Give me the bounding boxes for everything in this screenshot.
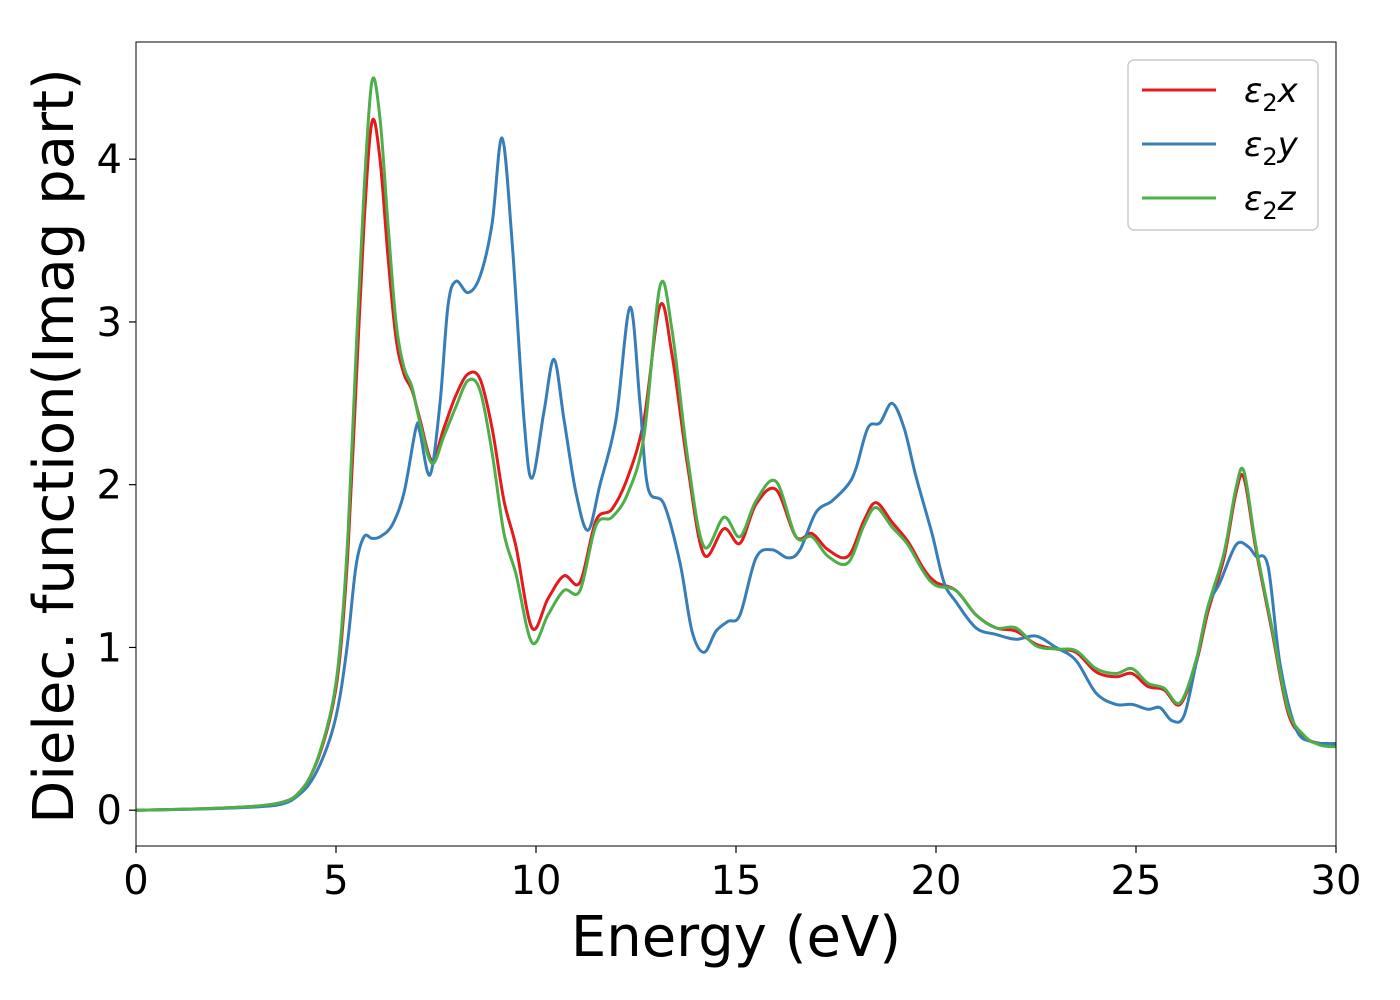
x-tick-label: 25 (1111, 858, 1162, 904)
legend-label-y: ε2y (1244, 125, 1299, 171)
y-tick-label: 3 (97, 300, 122, 346)
x-tick-label: 30 (1311, 858, 1362, 904)
y-axis: 0 1 2 3 4 (97, 137, 136, 834)
y-tick-label: 1 (97, 625, 122, 671)
series-layer (136, 76, 1336, 812)
y-tick-label: 2 (97, 463, 122, 509)
series-line-y (136, 136, 1336, 812)
y-axis-title: Dielec. function(Imag part) (22, 68, 87, 824)
x-axis: 0 5 10 15 20 25 30 (123, 846, 1361, 904)
x-tick-label: 10 (511, 858, 562, 904)
x-axis-title: Energy (eV) (571, 905, 901, 970)
legend-label-z: ε2z (1244, 179, 1297, 225)
y-tick-label: 0 (97, 788, 122, 834)
series-line-z (136, 76, 1336, 812)
legend: ε2x ε2y ε2z (1127, 59, 1319, 231)
x-tick-label: 5 (323, 858, 348, 904)
x-tick-label: 0 (123, 858, 148, 904)
legend-box (1127, 59, 1319, 231)
legend-label-x: ε2x (1244, 71, 1299, 117)
x-tick-label: 15 (711, 858, 762, 904)
y-tick-label: 4 (97, 137, 122, 183)
legend-items: ε2x ε2y ε2z (1142, 71, 1299, 225)
x-tick-label: 20 (911, 858, 962, 904)
